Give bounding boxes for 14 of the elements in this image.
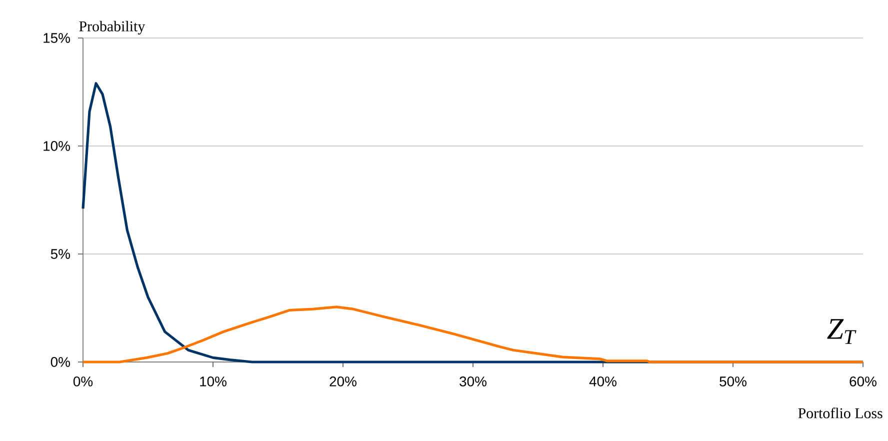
x-tick-label: 60% xyxy=(850,376,876,386)
x-tick-label: 30% xyxy=(460,376,486,386)
annotation: Z$_{T}$ xyxy=(827,319,856,344)
y-axis-title: Probability xyxy=(79,20,146,34)
x-axis-title: Portoflio Loss xyxy=(798,408,882,418)
y-tick-label: 0% xyxy=(50,357,70,367)
x-tick-label: 20% xyxy=(330,376,356,386)
y-tick-label: 10% xyxy=(44,141,70,151)
x-tick-label: 40% xyxy=(589,376,616,386)
y-tick-label: 5% xyxy=(50,249,70,259)
x-tick-label: 0% xyxy=(73,376,93,386)
x-tick-label: 50% xyxy=(720,376,746,386)
x-tick-label: 10% xyxy=(200,376,226,386)
y-tick-label: 15% xyxy=(44,33,70,43)
